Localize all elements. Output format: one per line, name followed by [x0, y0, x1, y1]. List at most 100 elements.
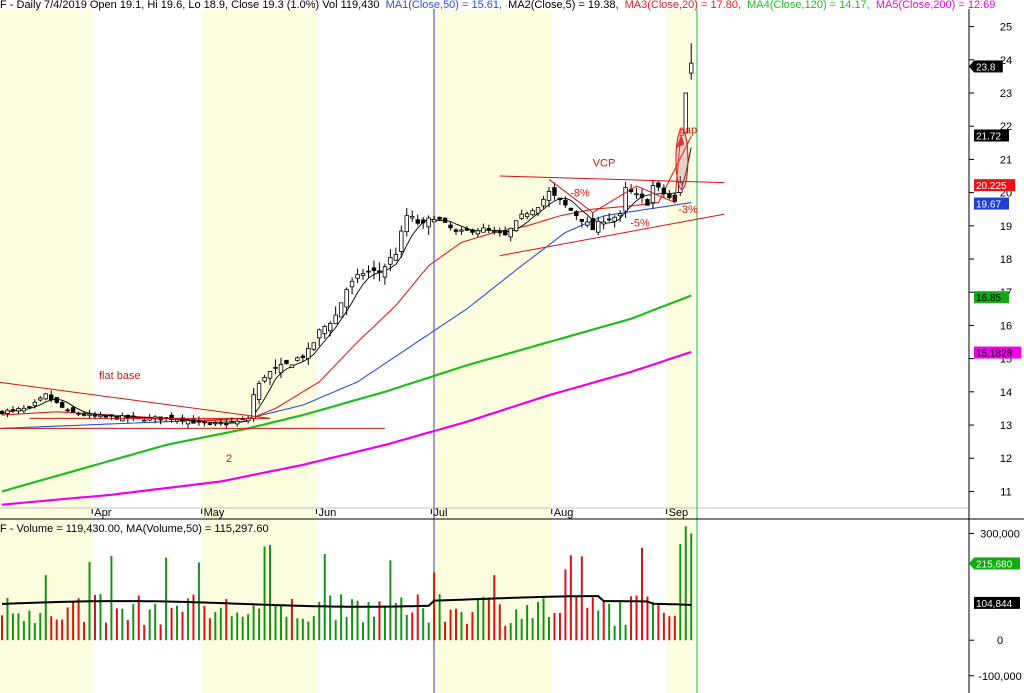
candle-body — [262, 376, 267, 382]
candle-body — [81, 413, 87, 416]
candle-body — [300, 355, 306, 358]
volume-pane — [1, 526, 693, 641]
price-tag — [974, 346, 1022, 359]
candle-body — [448, 224, 453, 229]
candle-body — [169, 414, 174, 421]
candle-body — [10, 409, 16, 411]
candle-body — [229, 421, 234, 424]
candle-body — [420, 219, 426, 224]
background-bands — [0, 0, 694, 693]
ma1-line — [1, 202, 692, 429]
candle-body — [125, 414, 131, 419]
candle-body — [131, 415, 136, 418]
candle-body — [59, 402, 65, 408]
price-tags: 23.8 21.72 20.225 19.67 16.85 15.1828 — [969, 60, 1022, 360]
price-tag — [974, 129, 1009, 142]
gap-arrow-head — [676, 134, 685, 148]
candle-body — [224, 423, 229, 426]
price-tag — [974, 291, 1009, 304]
header-ma1: MA1(Close,50) = 15.61, — [386, 0, 502, 11]
price-tick-label: 24 — [1000, 55, 1012, 67]
candle-body — [245, 418, 251, 422]
candle-body — [606, 218, 612, 221]
ma5-line — [1, 350, 692, 506]
candle-body — [317, 329, 322, 339]
price-tag-label: 23.8 — [976, 62, 996, 73]
candle-body — [399, 230, 404, 252]
candle-body — [355, 274, 360, 279]
candle-body — [464, 228, 470, 231]
candle-body — [492, 230, 497, 233]
candle-body — [530, 210, 535, 216]
candle-body — [552, 187, 557, 196]
candle-body — [27, 406, 32, 408]
candle-body — [667, 193, 672, 198]
volume-tick-label: -100,000 — [978, 671, 1021, 683]
price-header: F - Daily 7/4/2019 Open 19.1, Hi 19.6, L… — [0, 0, 995, 11]
price-tag-label: 15.1828 — [976, 349, 1013, 360]
candle-body — [38, 397, 43, 401]
candle-body — [656, 182, 661, 188]
candle-body — [410, 216, 415, 219]
date-tick-label: Aug — [554, 507, 574, 519]
price-tag-label: 16.85 — [976, 293, 1001, 304]
header-ma3: MA3(Close,20) = 17.80, — [625, 0, 741, 11]
candle-body — [235, 420, 240, 425]
candle-body — [683, 92, 688, 134]
candle-body — [437, 216, 442, 220]
candle-body — [442, 217, 448, 223]
flat-base-top-line — [0, 381, 271, 419]
candle-body — [103, 415, 109, 418]
price-tag — [974, 60, 1003, 73]
candle-body — [295, 357, 300, 361]
candle-body — [92, 413, 98, 417]
candle-body — [415, 219, 420, 224]
volume-axis: 300,000 0 -100,000 215,680 104,844 — [969, 528, 1022, 683]
annotation-label: flat base — [99, 370, 141, 382]
candle-body — [21, 407, 27, 412]
candle-body — [508, 227, 513, 238]
volume-tag — [974, 557, 1020, 570]
candle-body — [426, 217, 431, 228]
candle-body — [174, 418, 180, 422]
candle-body — [388, 257, 393, 265]
price-tick-label: 18 — [1000, 254, 1012, 266]
candle-body — [601, 221, 606, 225]
annotation-label: -3% — [678, 204, 698, 216]
candle-body — [497, 231, 502, 234]
price-tick-label: 21 — [1000, 154, 1012, 166]
candle-body — [475, 230, 481, 235]
candle-body — [349, 280, 355, 288]
header-ma5: MA5(Close,200) = 12.69 — [876, 0, 996, 11]
date-tick-label: Apr — [94, 507, 111, 519]
candle-body — [563, 199, 568, 206]
price-tick-label: 12 — [1000, 453, 1012, 465]
candles — [0, 43, 694, 429]
vcp-contraction-3 — [636, 185, 676, 204]
candle-body — [503, 230, 508, 236]
candle-body — [5, 409, 10, 414]
candle-body — [431, 219, 437, 223]
candle-body — [333, 314, 338, 325]
price-axis: 111213141516171819202122232425 — [969, 22, 1012, 498]
candle-body — [344, 289, 349, 308]
candle-body — [481, 227, 486, 233]
volume-tag-arrow — [969, 557, 974, 570]
candle-body — [109, 414, 114, 417]
candle-body — [289, 364, 295, 369]
candle-body — [585, 221, 590, 226]
volume-tick-label: 0 — [997, 635, 1003, 647]
price-tick-label: 14 — [1000, 387, 1012, 399]
price-tag — [974, 179, 1016, 192]
candle-body — [645, 199, 650, 206]
vcp-contraction-2 — [592, 185, 637, 213]
candle-body — [180, 417, 185, 422]
candle-body — [196, 420, 202, 423]
candle-body — [54, 397, 59, 403]
candle-body — [213, 422, 218, 425]
price-pane — [0, 43, 694, 506]
candle-body — [273, 366, 278, 369]
volume-tag — [974, 596, 1020, 609]
candle-body — [284, 359, 289, 365]
